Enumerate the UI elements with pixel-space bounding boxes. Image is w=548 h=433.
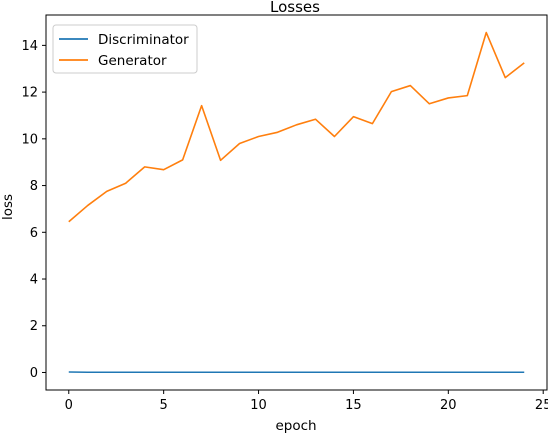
legend-box <box>52 24 198 74</box>
x-tick-label: 20 <box>440 398 457 413</box>
x-tick-label: 10 <box>250 398 267 413</box>
x-axis-label: epoch <box>275 418 316 433</box>
y-axis-label: loss <box>0 194 16 220</box>
y-tick-label: 0 <box>30 366 38 381</box>
y-tick-label: 4 <box>30 273 38 288</box>
y-tick-label: 8 <box>30 179 38 194</box>
series-layer <box>68 31 525 374</box>
y-tick-label: 14 <box>21 39 38 54</box>
y-tick-label: 10 <box>21 132 38 147</box>
x-tick-label: 25 <box>535 398 548 413</box>
axes-frame <box>45 14 548 391</box>
x-tick-label: 15 <box>345 398 362 413</box>
x-axis: 0 5 10 15 20 25 <box>65 390 548 413</box>
x-tick-label: 0 <box>65 398 73 413</box>
y-tick-label: 2 <box>30 319 38 334</box>
legend: Discriminator Generator <box>52 24 198 74</box>
y-tick-label: 6 <box>30 226 38 241</box>
chart-title: Losses <box>270 0 320 16</box>
plot-area <box>45 14 548 391</box>
y-tick-label: 12 <box>21 86 38 101</box>
legend-label-generator: Generator <box>98 53 167 69</box>
x-tick-label: 5 <box>160 398 168 413</box>
series-line-generator <box>68 31 525 223</box>
legend-label-discriminator: Discriminator <box>98 32 189 48</box>
y-axis: 0 2 4 6 8 10 12 14 <box>21 39 46 381</box>
